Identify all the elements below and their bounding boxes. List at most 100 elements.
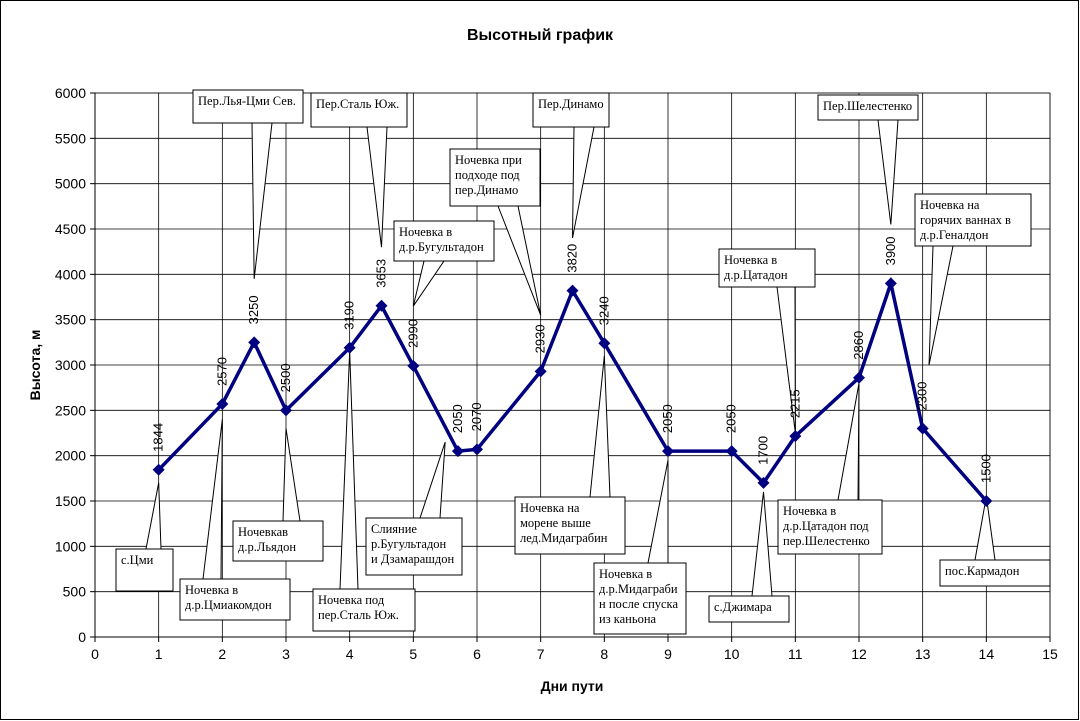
- callout-text: Пер.Динамо: [538, 97, 604, 111]
- x-tick-label: 13: [915, 646, 931, 662]
- callout-text: д.р.Цатадон: [724, 268, 788, 282]
- callout-box: [514, 496, 626, 555]
- data-label: 2570: [214, 357, 229, 386]
- data-label: 3190: [342, 301, 357, 330]
- callout-text: Ночевка на: [920, 198, 980, 212]
- callout-box: [192, 89, 304, 124]
- data-label: 2990: [405, 319, 420, 348]
- data-label: 2860: [851, 331, 866, 360]
- callout-box: [914, 193, 1032, 247]
- callout-box: [593, 562, 687, 635]
- data-point-marker: [662, 445, 674, 458]
- data-label: 1500: [978, 454, 993, 483]
- callout-text: пер.Сталь Юж.: [318, 608, 399, 622]
- x-tick-label: 4: [346, 646, 354, 662]
- callout-text: д.р.Бугультадон: [399, 240, 484, 254]
- data-point-marker: [980, 495, 993, 507]
- y-tick-label: 5000: [55, 176, 86, 192]
- y-tick-label: 0: [78, 629, 86, 645]
- callout-text: д.р.Льядон: [238, 540, 296, 554]
- x-tick-label: 9: [664, 646, 672, 662]
- y-tick-label: 500: [63, 584, 87, 600]
- y-tick-label: 5500: [55, 130, 86, 146]
- data-label: 1700: [756, 436, 771, 465]
- callout: пос.Кармадон: [939, 559, 1051, 587]
- x-tick-label: 6: [473, 646, 481, 662]
- y-tick-label: 4000: [55, 266, 86, 282]
- data-point-marker: [216, 397, 229, 410]
- data-point-marker: [566, 284, 579, 297]
- callout-text: д.р.Мидаграби: [599, 582, 678, 596]
- data-point-marker: [725, 445, 738, 458]
- data-point-marker: [789, 430, 802, 443]
- callout-text: Пер.Шелестенко: [823, 99, 912, 113]
- data-point-marker: [343, 341, 356, 354]
- y-tick-label: 2500: [55, 402, 86, 418]
- callout-text: горячих ваннах в: [920, 213, 1011, 227]
- data-label: 2300: [915, 382, 930, 411]
- data-point-marker: [248, 336, 261, 349]
- callout-text: н после спуска: [599, 597, 678, 611]
- data-label: 3240: [596, 296, 611, 325]
- x-tick-label: 2: [218, 646, 226, 662]
- callout-text: с.Джимара: [714, 600, 772, 614]
- series: [152, 276, 993, 507]
- data-point-marker: [407, 359, 420, 372]
- callouts: с.Цми Ночевка вд.р.Цмиакомдон Пер.Лья-Цми …: [115, 89, 1051, 635]
- callout-text: Пер.Сталь Юж.: [316, 97, 399, 111]
- data-point-marker: [280, 404, 292, 417]
- y-tick-label: 3500: [55, 312, 86, 328]
- callout-box: [179, 578, 291, 621]
- x-axis-title: Дни пути: [541, 678, 604, 694]
- data-label: 3250: [246, 295, 261, 324]
- callout-text: Ночевка в: [185, 583, 238, 597]
- data-point-marker: [884, 277, 897, 290]
- callout-text: Ночевка при: [455, 153, 522, 167]
- x-tick-label: 14: [979, 646, 995, 662]
- callout-box: [718, 248, 816, 288]
- callout-box: [232, 520, 324, 562]
- data-labels: 1844 2570 3250 2500 3190 3653 2990 2050 2070 2930…: [151, 236, 994, 483]
- callout-text: Ночевка под: [318, 593, 385, 607]
- callout-text: с.Цми: [121, 553, 154, 567]
- data-label: 2215: [787, 389, 802, 418]
- callout-text: д.р.Генaлдон: [920, 228, 989, 242]
- callout-box: [310, 92, 408, 128]
- callout-box: [393, 220, 495, 262]
- data-point-marker: [152, 463, 165, 476]
- x-tick-label: 1: [155, 646, 163, 662]
- y-tick-label: 2000: [55, 448, 86, 464]
- callout-text: Ночевка на: [520, 501, 580, 515]
- callout-box: [939, 559, 1051, 587]
- data-point-marker: [598, 337, 611, 350]
- data-point-marker: [534, 365, 547, 378]
- callout: Ночевка вд.р.Цмиакомдон: [179, 578, 291, 621]
- data-point-marker: [451, 445, 464, 458]
- y-tick-label: 4500: [55, 221, 86, 237]
- callout-box: [115, 548, 174, 592]
- callout-text: р.Бугультадон: [371, 537, 447, 551]
- data-label: 2930: [533, 324, 548, 353]
- callout-box: [449, 148, 541, 207]
- callout: с.Цми: [115, 548, 174, 592]
- x-tick-label: 8: [600, 646, 608, 662]
- callout-text: Ночевка в: [783, 504, 836, 518]
- callout-text: Пер.Лья-Цми Сев.: [198, 94, 296, 108]
- callout-text: лед.Мидаграбин: [520, 531, 608, 545]
- data-label: 2050: [450, 404, 465, 433]
- callout-box: [708, 595, 790, 623]
- x-tick-label: 5: [409, 646, 417, 662]
- callout: Пер.Сталь Юж.: [310, 92, 408, 128]
- callout-box: [312, 588, 416, 632]
- callout-text: Ночевка в: [399, 225, 452, 239]
- callout: Ночевка вд.р.Бугультадон: [393, 220, 495, 262]
- data-point-marker: [375, 299, 388, 312]
- data-label: 3653: [374, 259, 389, 288]
